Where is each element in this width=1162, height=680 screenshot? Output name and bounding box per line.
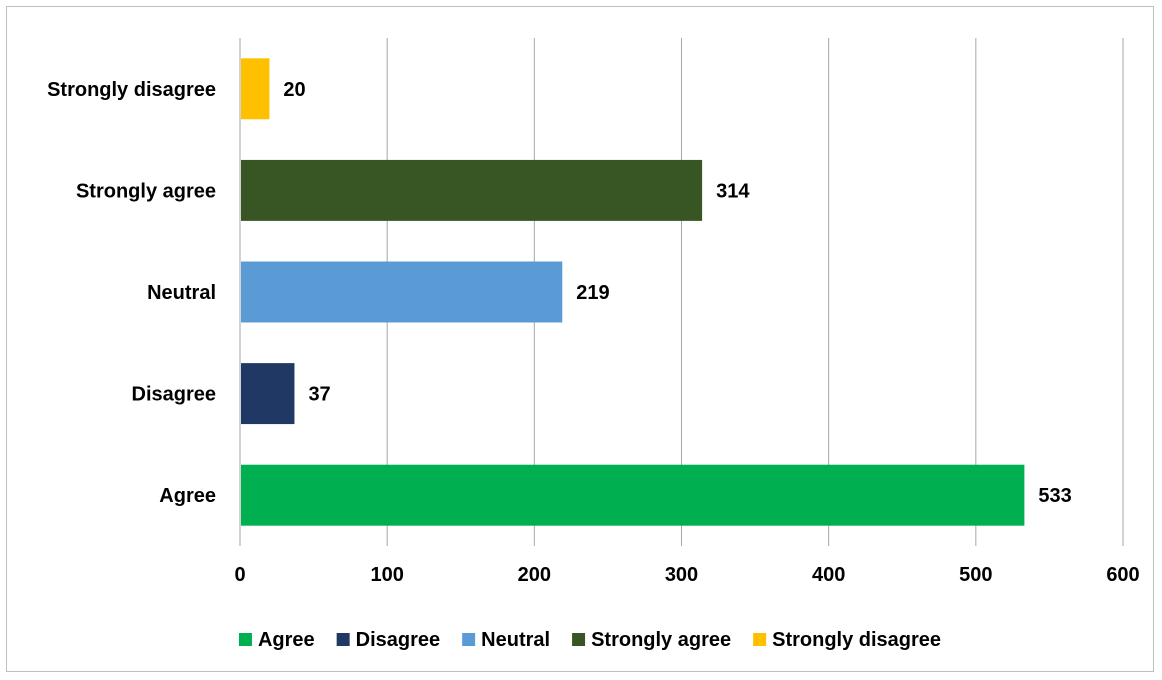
- category-label-strongly-agree: Strongly agree: [76, 180, 216, 202]
- legend-label-strongly-disagree: Strongly disagree: [772, 629, 941, 651]
- legend-swatch-strongly-agree: [572, 633, 586, 646]
- bars: [241, 58, 1025, 526]
- legend-item-disagree: Disagree: [336, 629, 441, 651]
- data-label-strongly-disagree: 20: [283, 79, 305, 101]
- gridlines: [386, 38, 1124, 546]
- x-tick-label-0: 0: [234, 564, 245, 586]
- data-label-disagree: 37: [308, 384, 330, 406]
- data-label-strongly-agree: 314: [716, 180, 750, 202]
- legend-item-strongly-agree: Strongly agree: [572, 629, 731, 651]
- bar-strongly-disagree: [241, 58, 270, 120]
- x-tick-label-200: 200: [518, 564, 551, 586]
- legend-label-neutral: Neutral: [481, 629, 550, 651]
- category-label-neutral: Neutral: [147, 282, 216, 304]
- category-label-agree: Agree: [159, 485, 216, 507]
- x-tick-label-100: 100: [370, 564, 403, 586]
- legend-item-agree: Agree: [238, 629, 315, 651]
- legend: Agree Disagree Neutral Strongly agree Strong…: [238, 629, 941, 651]
- legend-label-disagree: Disagree: [356, 629, 441, 651]
- legend-item-strongly-disagree: Strongly disagree: [753, 629, 941, 651]
- legend-label-agree: Agree: [258, 629, 315, 651]
- category-label-disagree: Disagree: [132, 384, 217, 406]
- bar-neutral: [241, 261, 563, 323]
- bar-agree: [241, 464, 1025, 526]
- x-tick-label-600: 600: [1106, 564, 1139, 586]
- x-tick-label-500: 500: [959, 564, 992, 586]
- data-label-neutral: 219: [576, 282, 609, 304]
- legend-swatch-neutral: [462, 633, 476, 646]
- category-label-strongly-disagree: Strongly disagree: [47, 79, 216, 101]
- data-label-agree: 533: [1038, 485, 1071, 507]
- legend-swatch-strongly-disagree: [753, 633, 767, 646]
- legend-label-strongly-agree: Strongly agree: [591, 629, 731, 651]
- chart-frame: [6, 6, 1154, 672]
- labels: 0 100 200 300 400 500 600 Agree 533 Disagree 37 Neu…: [47, 79, 1140, 586]
- x-tick-label-300: 300: [665, 564, 698, 586]
- bar-strongly-agree: [241, 159, 703, 221]
- legend-swatch-agree: [238, 633, 252, 646]
- bar-disagree: [241, 363, 295, 425]
- legend-swatch-disagree: [336, 633, 350, 646]
- legend-item-neutral: Neutral: [462, 629, 550, 651]
- x-tick-label-400: 400: [812, 564, 845, 586]
